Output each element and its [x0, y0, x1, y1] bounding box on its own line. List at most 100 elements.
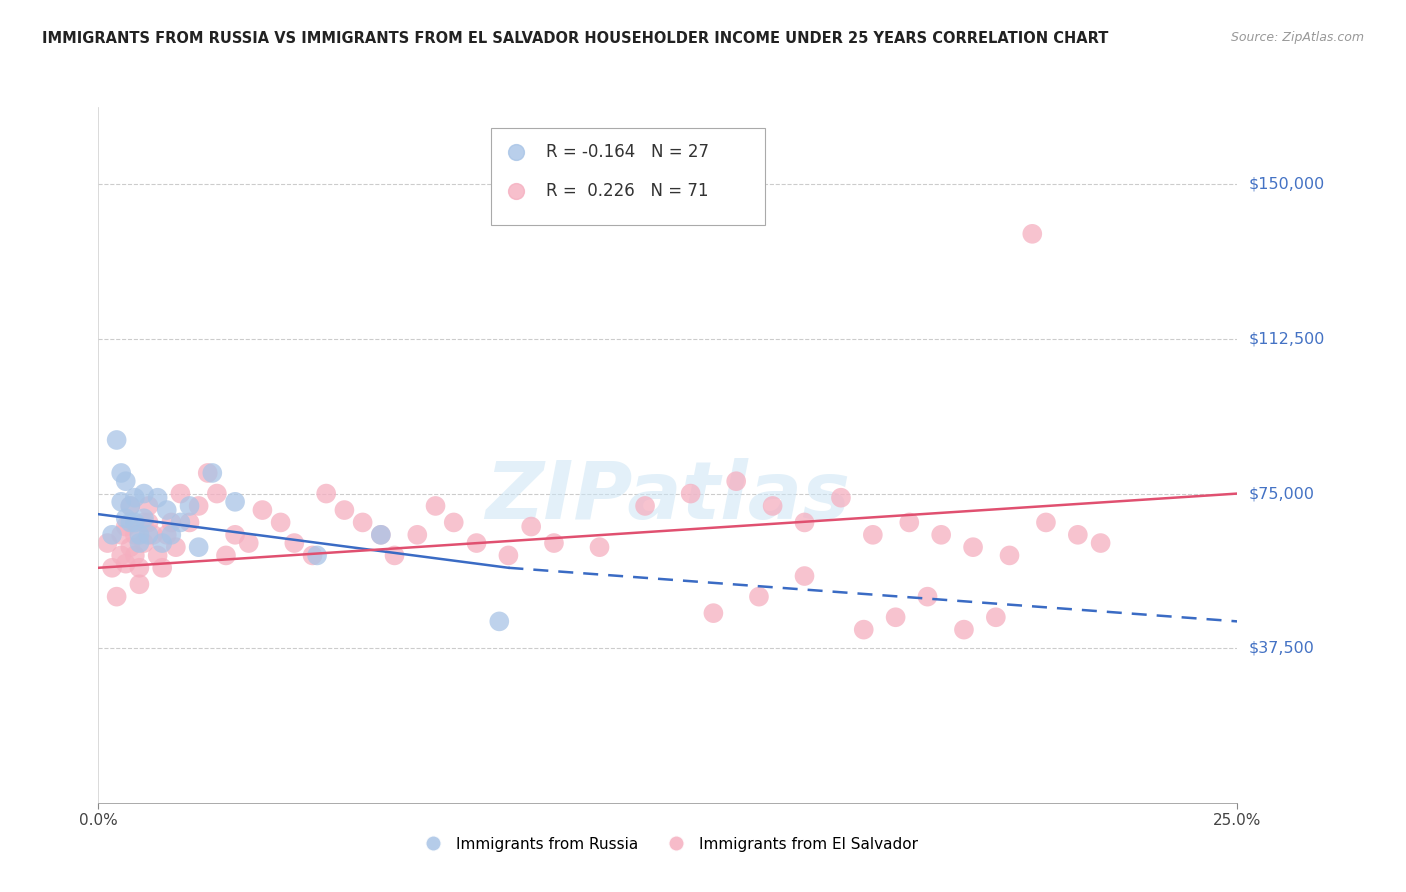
Legend: Immigrants from Russia, Immigrants from El Salvador: Immigrants from Russia, Immigrants from …: [412, 830, 924, 858]
Point: [370, 528, 392, 542]
Point: [197, 466, 219, 480]
Point: [128, 561, 150, 575]
Text: $37,500: $37,500: [1249, 640, 1315, 656]
Point: [224, 495, 246, 509]
Point: [132, 516, 155, 530]
Point: [201, 466, 224, 480]
Point: [150, 536, 173, 550]
Point: [283, 536, 305, 550]
Point: [110, 466, 132, 480]
Point: [543, 536, 565, 550]
Point: [146, 549, 169, 563]
Point: [156, 528, 179, 542]
Point: [852, 623, 875, 637]
Text: $75,000: $75,000: [1249, 486, 1315, 501]
Point: [215, 549, 238, 563]
Point: [160, 516, 183, 530]
Point: [124, 516, 146, 530]
Point: [520, 519, 543, 533]
Point: [748, 590, 770, 604]
Point: [105, 433, 128, 447]
Point: [120, 516, 142, 530]
Point: [128, 528, 150, 542]
Point: [156, 503, 179, 517]
Point: [998, 549, 1021, 563]
Point: [124, 528, 146, 542]
Point: [165, 540, 187, 554]
Point: [1067, 528, 1090, 542]
Point: [301, 549, 323, 563]
Text: ZIPatlas: ZIPatlas: [485, 458, 851, 536]
Point: [634, 499, 657, 513]
Point: [384, 549, 406, 563]
Text: R = -0.164   N = 27: R = -0.164 N = 27: [546, 144, 709, 161]
Point: [929, 528, 952, 542]
Point: [110, 549, 132, 563]
Text: IMMIGRANTS FROM RUSSIA VS IMMIGRANTS FROM EL SALVADOR HOUSEHOLDER INCOME UNDER 2: IMMIGRANTS FROM RUSSIA VS IMMIGRANTS FRO…: [42, 31, 1108, 46]
Point: [128, 536, 150, 550]
Point: [132, 536, 155, 550]
Point: [179, 499, 201, 513]
Point: [120, 540, 142, 554]
Point: [333, 503, 356, 517]
Point: [498, 549, 520, 563]
Point: [205, 486, 228, 500]
Point: [138, 499, 160, 513]
Point: [917, 590, 939, 604]
Text: $150,000: $150,000: [1249, 177, 1324, 192]
Point: [114, 519, 136, 533]
Point: [702, 606, 724, 620]
Point: [793, 569, 815, 583]
Point: [128, 577, 150, 591]
Point: [132, 511, 155, 525]
Point: [984, 610, 1007, 624]
Point: [124, 549, 146, 563]
Point: [114, 557, 136, 571]
Point: [120, 499, 142, 513]
Point: [110, 495, 132, 509]
Point: [169, 486, 191, 500]
Point: [124, 491, 146, 505]
Point: [120, 499, 142, 513]
Point: [679, 486, 702, 500]
Text: $112,500: $112,500: [1249, 332, 1324, 346]
Point: [762, 499, 785, 513]
Point: [862, 528, 884, 542]
Point: [898, 516, 921, 530]
Point: [1021, 227, 1043, 241]
Point: [725, 474, 748, 488]
Point: [252, 503, 274, 517]
Point: [132, 486, 155, 500]
Point: [406, 528, 429, 542]
Point: [110, 528, 132, 542]
Point: [884, 610, 907, 624]
Point: [962, 540, 984, 554]
Point: [1035, 516, 1057, 530]
Point: [187, 540, 209, 554]
Text: Source: ZipAtlas.com: Source: ZipAtlas.com: [1230, 31, 1364, 45]
Point: [187, 499, 209, 513]
Point: [146, 491, 169, 505]
Point: [488, 615, 510, 629]
Point: [160, 528, 183, 542]
Point: [101, 528, 124, 542]
Point: [96, 536, 118, 550]
Point: [588, 540, 610, 554]
Point: [370, 528, 392, 542]
Point: [307, 549, 329, 563]
Point: [465, 536, 488, 550]
Point: [169, 516, 191, 530]
Point: [101, 561, 124, 575]
Point: [138, 516, 160, 530]
Point: [224, 528, 246, 542]
Point: [142, 528, 165, 542]
Point: [443, 516, 465, 530]
Point: [179, 516, 201, 530]
Point: [150, 561, 173, 575]
Text: R =  0.226   N = 71: R = 0.226 N = 71: [546, 182, 709, 200]
Point: [270, 516, 292, 530]
Point: [114, 474, 136, 488]
Point: [315, 486, 337, 500]
Point: [425, 499, 447, 513]
FancyBboxPatch shape: [491, 128, 765, 226]
